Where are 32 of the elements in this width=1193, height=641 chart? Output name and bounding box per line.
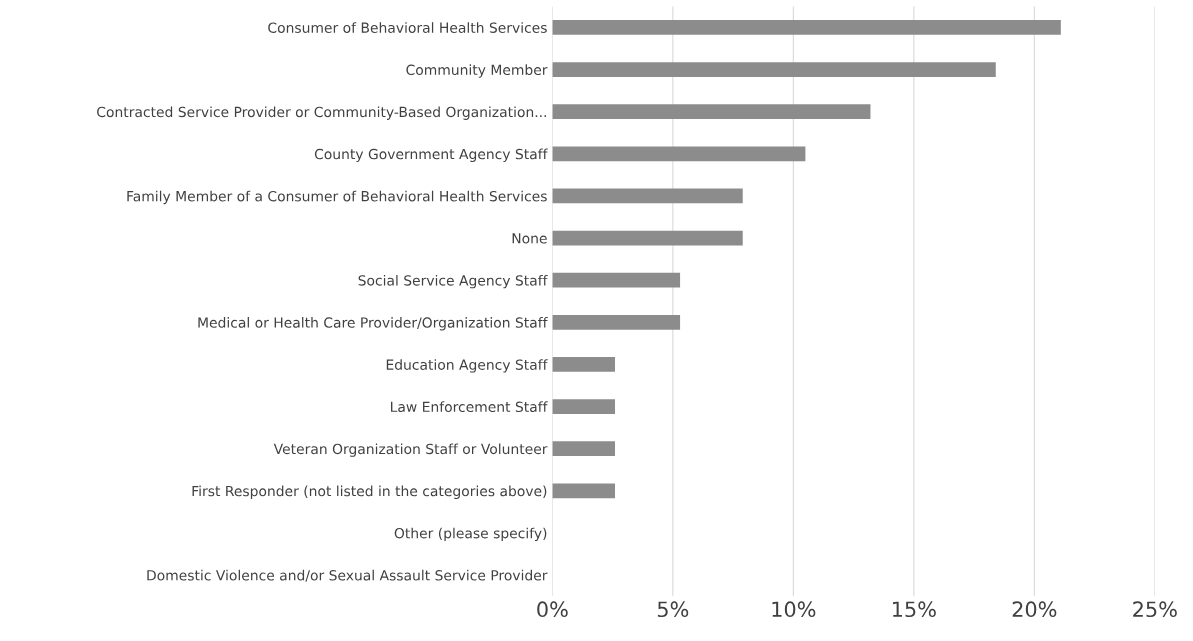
y-tick-label: Medical or Health Care Provider/Organization Staff [198, 317, 548, 331]
y-tick-label: Community Member [406, 64, 548, 78]
bar [552, 146, 806, 162]
x-tick-label: 15% [892, 601, 936, 618]
y-tick-label: Law Enforcement Staff [391, 401, 548, 413]
bar [552, 188, 743, 204]
y-tick-label: Consumer of Behavioral Health Services [268, 22, 547, 33]
bar [552, 441, 616, 457]
x-tick-label: 0% [537, 601, 568, 618]
bar [552, 20, 1061, 35]
y-tick-label: Family Member of a Consumer of Behavioral Health Services [127, 190, 547, 205]
bar [552, 272, 681, 288]
y-tick-label: Education Agency Staff [386, 359, 548, 373]
bar [552, 62, 996, 77]
x-tick-label: 20% [1012, 601, 1057, 618]
x-tick-label: 10% [772, 601, 816, 618]
x-tick-label: 5% [657, 601, 689, 618]
y-tick-label: Social Service Agency Staff [358, 274, 548, 289]
bar [552, 314, 681, 330]
bar [552, 230, 743, 246]
bar [552, 357, 616, 372]
y-tick-label: Contracted Service Provider or Community-Based Organization... [97, 106, 546, 120]
y-tick-label: First Responder (not listed in the categories above) [192, 485, 547, 499]
bar [552, 104, 871, 120]
y-tick-label: Veteran Organization Staff or Volunteer [273, 443, 548, 457]
x-tick-label: 25% [1133, 601, 1177, 618]
bar [552, 399, 616, 414]
y-tick-label: None [512, 233, 547, 244]
y-tick-label: County Government Agency Staff [314, 148, 548, 163]
bar [552, 483, 616, 499]
y-tick-label: Domestic Violence and/or Sexual Assault Service Provider [147, 569, 548, 582]
y-tick-label: Other (please specify) [394, 527, 547, 542]
